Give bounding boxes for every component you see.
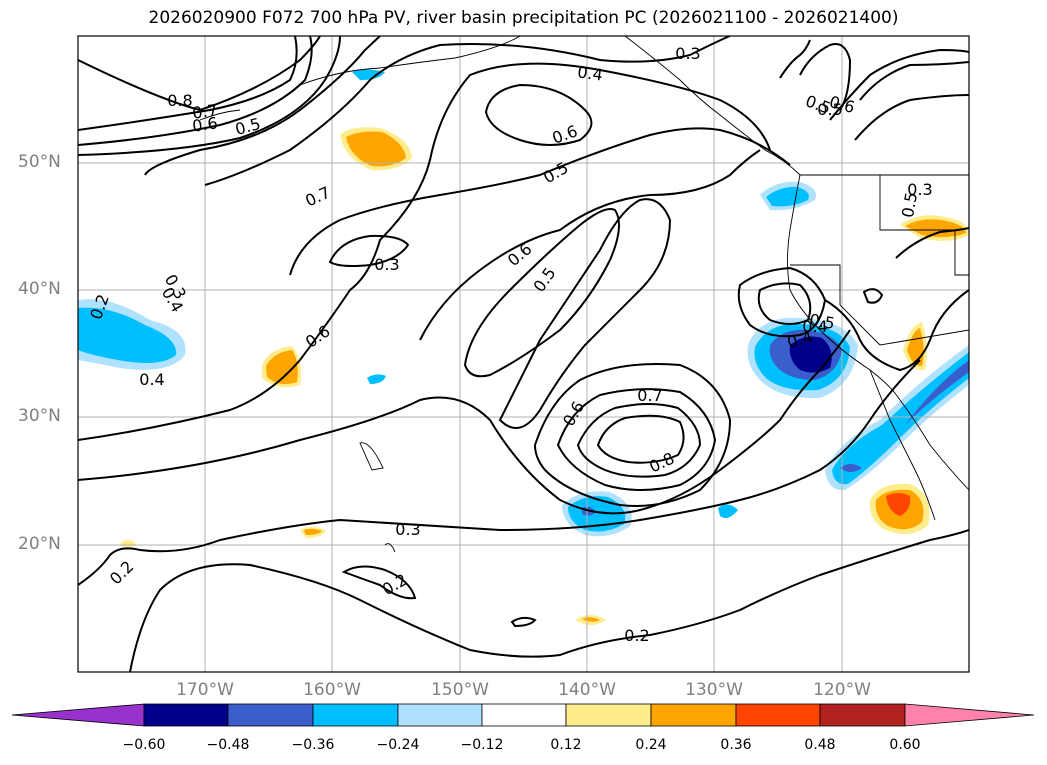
colorbar-tick: −0.12 bbox=[460, 737, 504, 753]
pv-contours bbox=[78, 36, 969, 672]
contour-label: 0.5 bbox=[817, 100, 843, 119]
contour-label: 0.4 bbox=[576, 62, 604, 85]
colorbar-extend-max bbox=[904, 703, 1035, 727]
precipitation-shading bbox=[78, 69, 969, 625]
contour-label: 0.3 bbox=[675, 44, 701, 63]
contour-label: 0.4 bbox=[139, 370, 165, 389]
contour-label: 0.3 bbox=[395, 520, 421, 539]
contour-label: 0.5 bbox=[807, 309, 837, 334]
lon-label-120w: 120°W bbox=[813, 680, 871, 700]
colorbar-tick: −0.36 bbox=[291, 737, 335, 753]
contour-label: 0.2 bbox=[624, 626, 650, 645]
lat-label-50n: 50°N bbox=[18, 152, 61, 172]
lon-label-160w: 160°W bbox=[303, 680, 361, 700]
map-frame bbox=[77, 35, 970, 673]
colorbar-tick: −0.60 bbox=[122, 737, 166, 753]
colorbar-tick: 0.12 bbox=[550, 737, 582, 753]
lat-label-30n: 30°N bbox=[18, 406, 61, 426]
colorbar-tick: −0.48 bbox=[206, 737, 250, 753]
colorbar-tick: 0.60 bbox=[889, 737, 921, 753]
gridlines bbox=[78, 36, 969, 672]
lat-label-20n: 20°N bbox=[18, 534, 61, 554]
colorbar-tick: 0.24 bbox=[635, 737, 667, 753]
contour-label: 0.3 bbox=[374, 255, 400, 274]
lon-label-150w: 150°W bbox=[431, 680, 489, 700]
colorbar-extend-min bbox=[11, 703, 145, 727]
contour-label: 0.4 bbox=[802, 317, 828, 336]
colorbar-tick: −0.24 bbox=[376, 737, 420, 753]
colorbar bbox=[11, 703, 1035, 727]
lon-label-130w: 130°W bbox=[685, 680, 743, 700]
contour-label: 0.6 bbox=[191, 113, 219, 136]
lon-label-140w: 140°W bbox=[558, 680, 616, 700]
contour-label: 0.7 bbox=[637, 386, 663, 405]
colorbar-tick: 0.48 bbox=[804, 737, 836, 753]
contour-label: 0.8 bbox=[167, 91, 193, 110]
contour-label: 0.3 bbox=[907, 180, 933, 199]
lat-label-40n: 40°N bbox=[18, 279, 61, 299]
colorbar-tick: 0.36 bbox=[720, 737, 752, 753]
map-title: 2026020900 F072 700 hPa PV, river basin … bbox=[148, 8, 899, 28]
lon-label-170w: 170°W bbox=[176, 680, 234, 700]
